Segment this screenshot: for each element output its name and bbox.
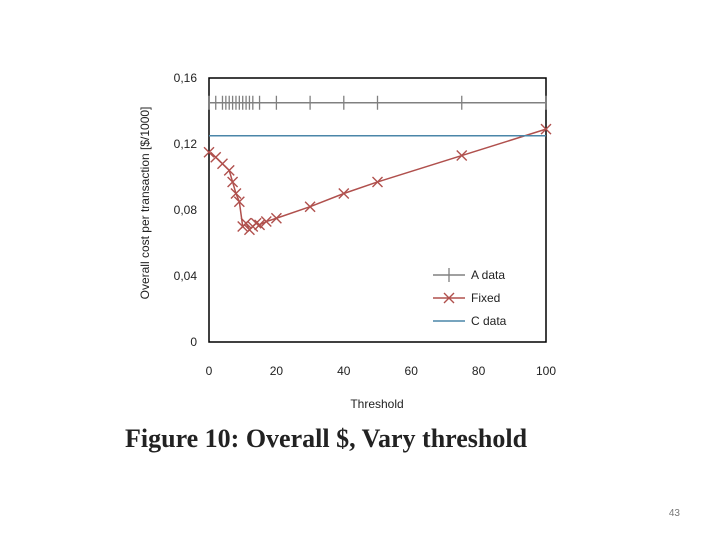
data-point-fixed (540, 123, 552, 135)
figure-caption: Figure 10: Overall $, Vary threshold (125, 424, 528, 453)
legend-label: A data (471, 268, 505, 282)
data-point-fixed (240, 217, 252, 229)
y-tick-labels: 0 0,04 0,08 0,12 0,16 (174, 71, 198, 349)
x-tick-label: 100 (536, 364, 556, 378)
x-tick-label: 80 (472, 364, 486, 378)
series-a-data (208, 95, 547, 110)
plot-frame (208, 77, 547, 343)
x-axis-title: Threshold (350, 397, 403, 411)
data-point-fixed (223, 164, 235, 176)
legend-label: C data (471, 314, 507, 328)
legend-entry-fixed: Fixed (433, 291, 500, 305)
data-point-fixed (230, 188, 242, 199)
y-tick-label: 0 (190, 335, 197, 349)
legend-marker (443, 292, 455, 304)
data-point-fixed (250, 217, 262, 229)
data-point-fixed (456, 150, 468, 162)
x-tick-label: 0 (206, 364, 213, 378)
legend-entry-a-data: A data (433, 268, 505, 282)
y-tick-label: 0,08 (174, 203, 198, 217)
x-tick-label: 40 (337, 364, 351, 378)
x-tick-label: 60 (405, 364, 419, 378)
x-tick-labels: 0 20 40 60 80 100 (206, 364, 557, 378)
legend-label: Fixed (471, 291, 500, 305)
y-tick-label: 0,12 (174, 137, 198, 151)
y-axis-title: Overall cost per transaction [$/1000] (138, 107, 152, 300)
data-point-fixed (260, 216, 272, 228)
legend-entry-c-data: C data (433, 314, 507, 328)
data-point-fixed (270, 212, 282, 224)
series-fixed (203, 123, 552, 236)
data-point-fixed (372, 176, 383, 188)
data-point-fixed (227, 176, 239, 188)
x-tick-label: 20 (270, 364, 284, 378)
y-tick-label: 0,04 (174, 269, 198, 283)
data-point-fixed (338, 188, 350, 199)
plot-area-group (203, 77, 552, 343)
data-point-fixed (233, 196, 245, 208)
data-point-fixed (203, 146, 215, 158)
series-layer (203, 95, 552, 236)
slide-number: 43 (668, 508, 680, 519)
legend: A data Fixed C data (433, 268, 507, 328)
data-point-fixed (304, 201, 316, 213)
y-tick-label: 0,16 (174, 71, 198, 85)
data-point-fixed (254, 219, 266, 231)
